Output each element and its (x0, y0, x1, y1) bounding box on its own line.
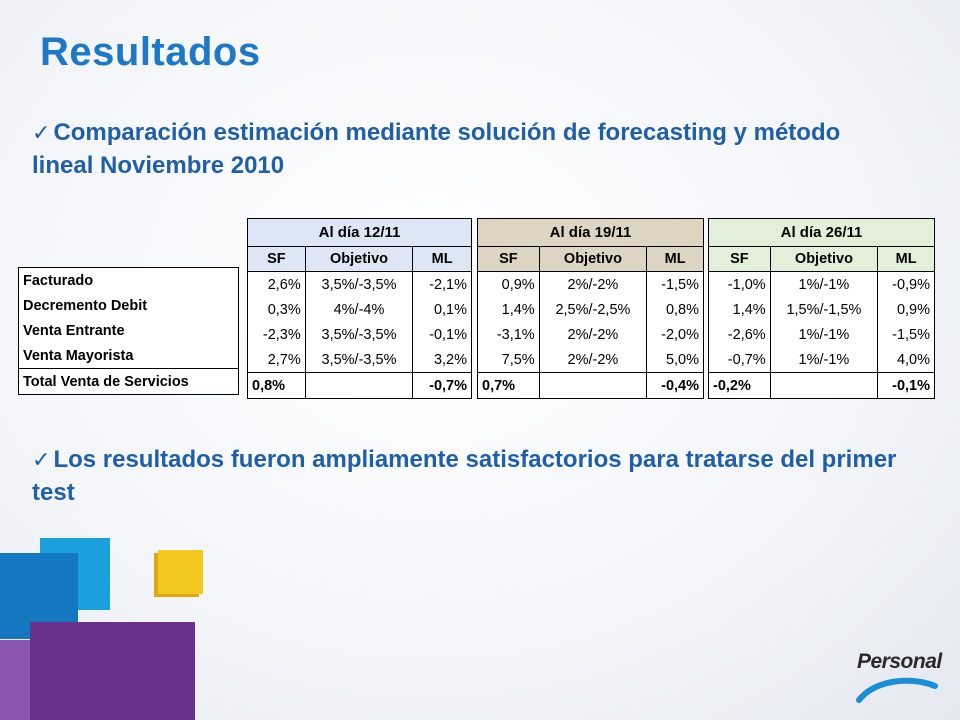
cell-objetivo: 1%/-1% (769, 347, 879, 373)
cell-objetivo (538, 372, 648, 399)
cell-sf: 2,6% (247, 271, 306, 297)
logo-text: Personal (857, 650, 942, 673)
cell-ml: 3,2% (412, 347, 472, 373)
cell-objetivo: 3,5%/-3,5% (304, 347, 414, 373)
cell-ml: -0,4% (646, 372, 704, 399)
cell-ml: -0,1% (412, 322, 472, 347)
row-label: Total Venta de Servicios (18, 368, 239, 395)
cell-sf: -0,7% (708, 347, 771, 373)
bullet-results: ✓ Los resultados fueron ampliamente satis… (32, 443, 932, 509)
cell-objetivo: 4%/-4% (304, 297, 414, 322)
col-header-ml: ML (877, 246, 935, 272)
col-header-objetivo: Objetivo (538, 246, 648, 272)
cell-objetivo: 1,5%/-1,5% (769, 297, 879, 322)
cell-sf: 0,3% (247, 297, 306, 322)
col-header-ml: ML (412, 246, 472, 272)
cell-sf: -0,2% (708, 372, 771, 399)
decorative-square-yellow (158, 550, 203, 594)
cell-ml: -2,0% (646, 322, 704, 347)
decorative-square-lilac (0, 640, 30, 720)
cell-ml: 5,0% (646, 347, 704, 373)
cell-objetivo: 1%/-1% (769, 271, 879, 297)
cell-sf: -2,6% (708, 322, 771, 347)
cell-sf: 1,4% (477, 297, 540, 322)
cell-sf: -3,1% (477, 322, 540, 347)
cell-sf: 2,7% (247, 347, 306, 373)
cell-objetivo: 3,5%/-3,5% (304, 271, 414, 297)
cell-ml: 4,0% (877, 347, 935, 373)
col-header-sf: SF (708, 246, 771, 272)
cell-ml: 0,1% (412, 297, 472, 322)
table-block-12-11: Al día 12/11 SF Objetivo ML 2,6% 3,5%/-3,… (247, 218, 472, 399)
cell-objetivo: 2%/-2% (538, 322, 648, 347)
cell-ml: 0,9% (877, 297, 935, 322)
col-header-objetivo: Objetivo (769, 246, 879, 272)
bullet-results-text: Los resultados fueron ampliamente satisf… (32, 446, 897, 506)
row-labels-table: Facturado Decremento Debit Venta Entrant… (18, 267, 239, 395)
cell-objetivo (304, 372, 414, 399)
cell-sf: 7,5% (477, 347, 540, 373)
table-block-19-11: Al día 19/11 SF Objetivo ML 0,9% 2%/-2% -1… (477, 218, 704, 399)
row-label: Facturado (18, 267, 239, 293)
bullet-comparison-text: Comparación estimación mediante solución… (32, 119, 841, 179)
cell-ml: -0,1% (877, 372, 935, 399)
cell-ml: -0,7% (412, 372, 472, 399)
block-header: Al día 26/11 (708, 218, 935, 247)
col-header-ml: ML (646, 246, 704, 272)
cell-sf: -1,0% (708, 271, 771, 297)
cell-ml: -0,9% (877, 271, 935, 297)
row-label: Decremento Debit (18, 293, 239, 318)
col-header-sf: SF (247, 246, 306, 272)
cell-sf: 0,9% (477, 271, 540, 297)
table-block-26-11: Al día 26/11 SF Objetivo ML -1,0% 1%/-1% -… (708, 218, 935, 399)
cell-objetivo: 3,5%/-3,5% (304, 322, 414, 347)
personal-logo-arc-icon (856, 677, 938, 703)
cell-objetivo (769, 372, 879, 399)
bullet-comparison: ✓ Comparación estimación mediante solució… (32, 116, 902, 182)
personal-logo: Personal (855, 650, 942, 705)
cell-ml: 0,8% (646, 297, 704, 322)
checkmark-icon: ✓ (32, 120, 51, 145)
cell-objetivo: 2,5%/-2,5% (538, 297, 648, 322)
decorative-square-purple (30, 622, 195, 720)
cell-ml: -2,1% (412, 271, 472, 297)
cell-objetivo: 2%/-2% (538, 271, 648, 297)
cell-sf: 0,8% (247, 372, 306, 399)
cell-sf: -2,3% (247, 322, 306, 347)
page-title: Resultados (40, 30, 261, 74)
row-label: Venta Entrante (18, 318, 239, 343)
cell-objetivo: 2%/-2% (538, 347, 648, 373)
block-header: Al día 19/11 (477, 218, 704, 247)
checkmark-icon: ✓ (32, 447, 51, 472)
col-header-sf: SF (477, 246, 540, 272)
cell-ml: -1,5% (646, 271, 704, 297)
cell-sf: 0,7% (477, 372, 540, 399)
cell-objetivo: 1%/-1% (769, 322, 879, 347)
col-header-objetivo: Objetivo (304, 246, 414, 272)
cell-sf: 1,4% (708, 297, 771, 322)
block-header: Al día 12/11 (247, 218, 472, 247)
row-label: Venta Mayorista (18, 343, 239, 369)
cell-ml: -1,5% (877, 322, 935, 347)
